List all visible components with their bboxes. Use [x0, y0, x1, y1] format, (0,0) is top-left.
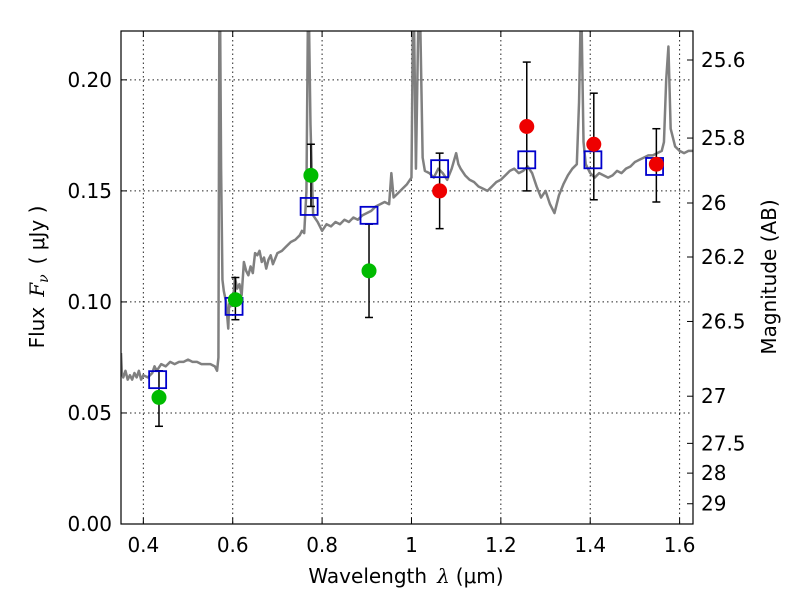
y-tick-label: 0.10 — [67, 290, 112, 314]
y-axis-title-unit: ( μJy ) — [25, 206, 49, 265]
model-spectrum-line — [121, 31, 693, 381]
x-tick-label: 1.4 — [574, 533, 606, 557]
green-data-point — [303, 167, 319, 183]
right-tick-label: 27 — [701, 384, 726, 408]
model-photometry-box — [359, 205, 379, 225]
y-tick-label: 0.15 — [67, 179, 112, 203]
y-axis-title-left: Flux Fν ( μJy ) — [25, 206, 52, 349]
right-tick-label: 29 — [701, 492, 726, 516]
red-data-point — [586, 136, 602, 152]
x-axis-title-symbol: λ — [436, 564, 450, 588]
y-axis-title-symbol: F — [25, 282, 49, 298]
right-tick-label: 25.6 — [701, 48, 746, 72]
green-data-point — [361, 263, 377, 279]
model-photometry-box — [299, 197, 319, 216]
y-tick-label: 0.00 — [67, 512, 112, 536]
red-data-point — [432, 183, 448, 199]
model-photometry-box — [148, 370, 168, 390]
x-axis-title: Wavelength λ (μm) — [308, 564, 503, 588]
model-photometry-box — [430, 159, 450, 179]
ticks: 0.4 0.6 0.8 1 1.2 1.4 1.6 0.00 0.05 0.10 0.15 0.20 2… — [67, 31, 746, 557]
x-tick-label: 1 — [405, 533, 418, 557]
y-axis-title-right: Magnitude (AB) — [757, 199, 781, 354]
x-axis-title-unit: (μm) — [456, 564, 504, 588]
model-photometry-box — [517, 150, 537, 170]
red-data-point — [648, 156, 664, 172]
x-tick-label: 1.6 — [664, 533, 696, 557]
y-axis-title-subscript: ν — [36, 274, 52, 283]
y-tick-label: 0.05 — [67, 401, 112, 425]
right-tick-label: 26.5 — [701, 309, 746, 333]
right-tick-label: 26.2 — [701, 245, 746, 269]
plot-background — [121, 31, 693, 524]
x-axis-title-main: Wavelength — [308, 564, 427, 588]
x-tick-label: 0.6 — [217, 533, 249, 557]
series — [121, 31, 693, 428]
right-tick-label: 25.8 — [701, 126, 746, 150]
x-tick-label: 0.4 — [127, 533, 159, 557]
right-tick-label: 28 — [701, 461, 726, 485]
plot-frame — [120, 30, 694, 525]
x-tick-label: 1.2 — [485, 533, 517, 557]
y-tick-label: 0.20 — [67, 68, 112, 92]
x-tick-label: 0.8 — [306, 533, 338, 557]
y-axis-title-main: Flux — [25, 307, 49, 349]
green-data-point — [227, 292, 243, 308]
right-tick-label: 26 — [701, 191, 726, 215]
red-data-point — [519, 118, 535, 134]
right-tick-label: 27.5 — [701, 431, 746, 455]
green-data-point — [151, 389, 167, 405]
